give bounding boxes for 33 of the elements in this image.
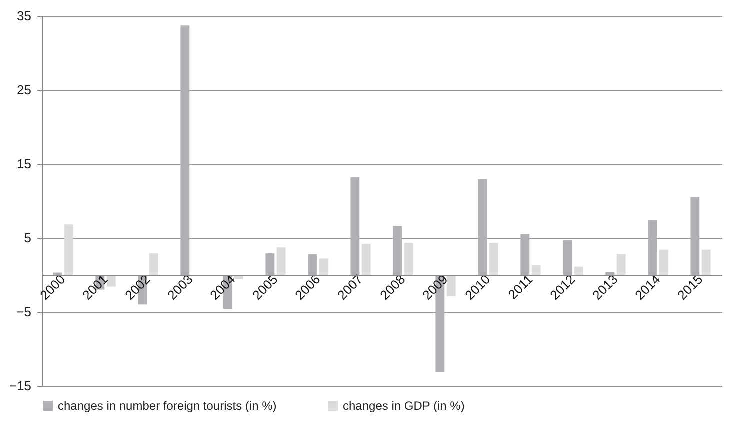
bar [266,254,275,275]
bar [64,224,74,275]
bar [520,234,530,275]
bar [393,226,402,275]
bar [659,250,668,275]
bar [616,254,626,275]
bar [648,220,658,275]
legend-label: changes in number foreign tourists (in %) [58,399,277,413]
bar [574,266,584,275]
y-tick-label: −15 [9,378,32,394]
bar [350,177,360,275]
bar [478,180,488,275]
bar [149,254,158,275]
legend-label: changes in GDP (in %) [343,399,465,413]
bar [362,244,371,275]
y-tick-label: 25 [17,82,32,98]
bar [106,275,116,287]
y-tick-label: 15 [17,156,32,172]
bar [702,250,711,275]
y-tick-label: 5 [24,230,32,246]
bar [319,258,328,275]
bar [180,26,190,275]
bar [404,243,414,275]
bar [606,272,615,275]
bar [446,275,456,296]
bar [489,243,498,275]
y-tick-label: −5 [16,304,32,320]
bar [690,197,700,275]
bar [563,240,572,275]
bar [532,265,541,275]
y-tick-label: 35 [17,8,32,24]
bar [308,254,318,275]
bar [276,248,286,275]
